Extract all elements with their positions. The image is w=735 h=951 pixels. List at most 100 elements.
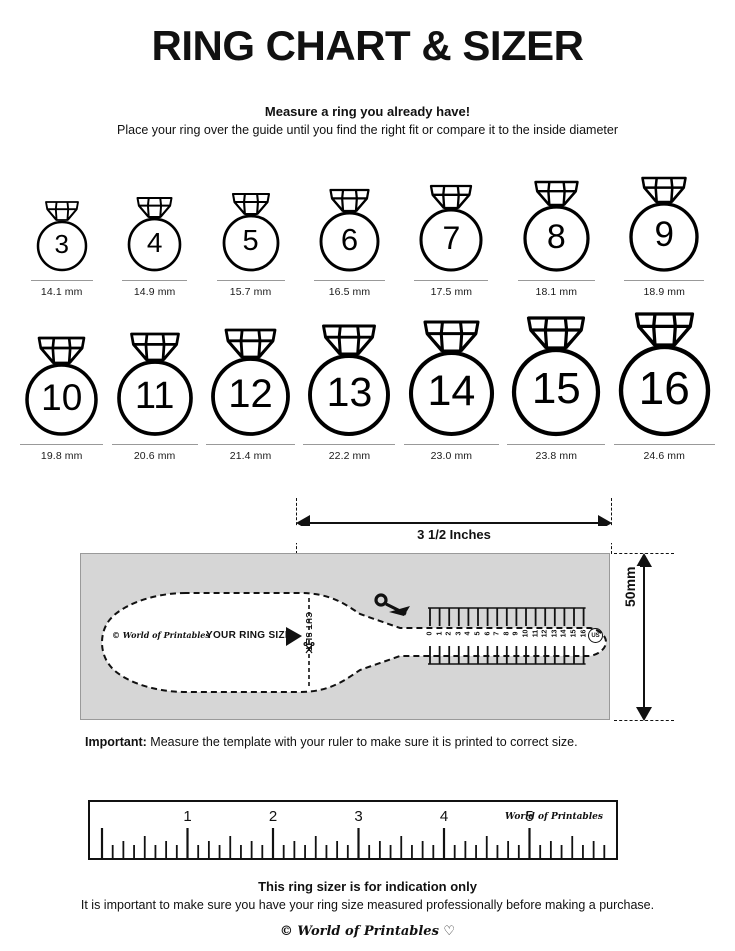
ring-icon: 9: [626, 176, 702, 276]
ring-size-item[interactable]: 11 20.6 mm: [111, 332, 198, 462]
ring-baseline-rule: [206, 444, 296, 445]
ring-baseline-rule: [20, 444, 104, 445]
ring-size-number: 13: [326, 369, 373, 416]
ruler-inch-label: 3: [354, 808, 363, 825]
ring-size-item[interactable]: 5 15.7 mm: [216, 192, 285, 298]
ring-size-item[interactable]: 14 23.0 mm: [403, 320, 499, 462]
height-dimension-label: 50mm: [620, 565, 640, 608]
sizer-scale-number: 14: [560, 629, 568, 638]
ring-baseline-rule: [303, 444, 396, 445]
dimension-line: [298, 522, 610, 524]
ring-size-number: 14: [427, 366, 476, 415]
footer-text: It is important to make sure you have yo…: [80, 898, 655, 912]
ring-size-item[interactable]: 6 16.5 mm: [313, 188, 385, 298]
ring-baseline-rule: [414, 280, 489, 281]
ring-icon: 14: [406, 320, 497, 440]
ring-diameter-label: 20.6 mm: [133, 450, 176, 462]
ring-icon: 8: [520, 180, 593, 276]
ring-baseline-rule: [111, 444, 198, 445]
ring-icon: 12: [208, 328, 293, 440]
page-title: RING CHART & SIZER: [151, 22, 585, 69]
ring-baseline-rule: [613, 444, 715, 445]
footer-brand-mark: © World of Printables ♡: [279, 924, 456, 939]
ring-icon: 4: [124, 196, 185, 276]
ring-size-item[interactable]: 15 23.8 mm: [507, 316, 606, 462]
sizer-scale-number: 10: [522, 629, 530, 638]
arrowhead-up-icon: [636, 553, 652, 567]
ring-diameter-label: 16.5 mm: [328, 286, 371, 298]
sizer-scale-number: 0: [426, 631, 434, 636]
ring-size-number: 11: [134, 374, 175, 417]
ring-baseline-rule: [624, 280, 705, 281]
ring-size-number: 9: [654, 215, 674, 255]
footer-headline: This ring sizer is for indication only: [258, 879, 477, 894]
ring-diameter-label: 22.2 mm: [328, 450, 371, 462]
ring-baseline-rule: [507, 444, 606, 445]
important-label: Important:: [85, 735, 147, 749]
ring-size-number: 16: [638, 362, 690, 415]
sizer-scale-number: 13: [551, 629, 559, 638]
ring-size-item[interactable]: 12 21.4 mm: [206, 328, 296, 462]
ring-diameter-label: 23.0 mm: [430, 450, 473, 462]
arrowhead-down-icon: [636, 707, 652, 721]
ring-icon: 15: [509, 316, 603, 440]
width-dimension: 3 1/2 Inches: [296, 498, 612, 554]
ring-size-number: 7: [442, 220, 461, 257]
ruler-ticks: [100, 828, 606, 858]
ring-size-item[interactable]: 10 19.8 mm: [20, 336, 104, 462]
sizer-scale-number: 5: [474, 631, 482, 636]
ring-size-item[interactable]: 4 14.9 mm: [122, 196, 188, 298]
ring-diameter-label: 18.1 mm: [535, 286, 578, 298]
sizer-scale-number: 9: [512, 631, 520, 636]
ring-size-number: 3: [54, 229, 69, 260]
ring-icon: 16: [616, 312, 713, 440]
ring-diameter-label: 14.9 mm: [133, 286, 176, 298]
sizer-scale-number: 8: [503, 631, 511, 636]
ring-size-item[interactable]: 8 18.1 mm: [517, 180, 595, 298]
sizer-scale-number: 15: [570, 629, 578, 638]
ring-diameter-label: 24.6 mm: [643, 450, 685, 462]
height-dimension: 50mm: [614, 548, 674, 726]
ring-size-item[interactable]: 16 24.6 mm: [613, 312, 715, 462]
region-badge-us: US: [588, 628, 603, 643]
dimension-line-vertical: [643, 555, 645, 719]
cut-slit-label: CUT SLIT: [304, 612, 313, 652]
printed-ruler: 1 2 3 4 5 World of Printables: [88, 800, 618, 862]
sizer-scale-number: 2: [445, 631, 453, 636]
ring-size-number: 4: [146, 227, 163, 259]
ring-baseline-rule: [216, 280, 285, 281]
sizer-scale-number: 12: [541, 629, 549, 638]
ring-baseline-rule: [313, 280, 385, 281]
ruler-inch-label: 4: [439, 808, 449, 825]
ruler-inch-label: 2: [268, 808, 278, 825]
ring-icon: 3: [33, 200, 91, 276]
sizer-scale-number: 4: [464, 631, 472, 636]
sizer-scale-number: 16: [580, 629, 588, 638]
ring-baseline-rule: [30, 280, 93, 281]
ring-diameter-label: 17.5 mm: [430, 286, 473, 298]
ring-baseline-rule: [517, 280, 595, 281]
ring-size-item[interactable]: 9 18.9 mm: [624, 176, 705, 298]
sizer-scale-number: 6: [484, 631, 492, 636]
sizer-scale-number: 1: [436, 631, 444, 636]
ring-icon: 6: [316, 188, 383, 276]
ring-size-item[interactable]: 3 14.1 mm: [30, 200, 93, 298]
ruler-inch-label: 1: [183, 808, 192, 825]
sizer-scale-number: 7: [493, 631, 501, 636]
ring-size-item[interactable]: 13 22.2 mm: [303, 324, 396, 462]
important-text: Measure the template with your ruler to …: [146, 735, 578, 749]
important-note: Important: Measure the template with you…: [85, 735, 578, 749]
ring-size-number: 12: [228, 372, 273, 417]
ring-icon: 5: [219, 192, 283, 276]
ring-baseline-rule: [122, 280, 188, 281]
ring-size-number: 6: [340, 222, 359, 258]
ring-size-item[interactable]: 7 17.5 mm: [414, 184, 489, 298]
ring-icon: 10: [22, 336, 101, 440]
subheading: Measure a ring you already have!: [264, 104, 471, 119]
instruction-text: Place your ring over the guide until you…: [117, 123, 618, 137]
ruler-inch-label: 5: [525, 808, 534, 825]
ring-size-row-2: 10 19.8 mm 11 20.6 mm 12 21.4 mm 13 22.2 mm 14 23…: [16, 312, 719, 462]
ring-size-row-1: 3 14.1 mm 4 14.9 mm 5 15.7 mm 6 16.5 mm 7 17.5 mm…: [16, 176, 719, 298]
ring-size-number: 8: [546, 217, 566, 256]
ring-icon: 11: [114, 332, 196, 440]
